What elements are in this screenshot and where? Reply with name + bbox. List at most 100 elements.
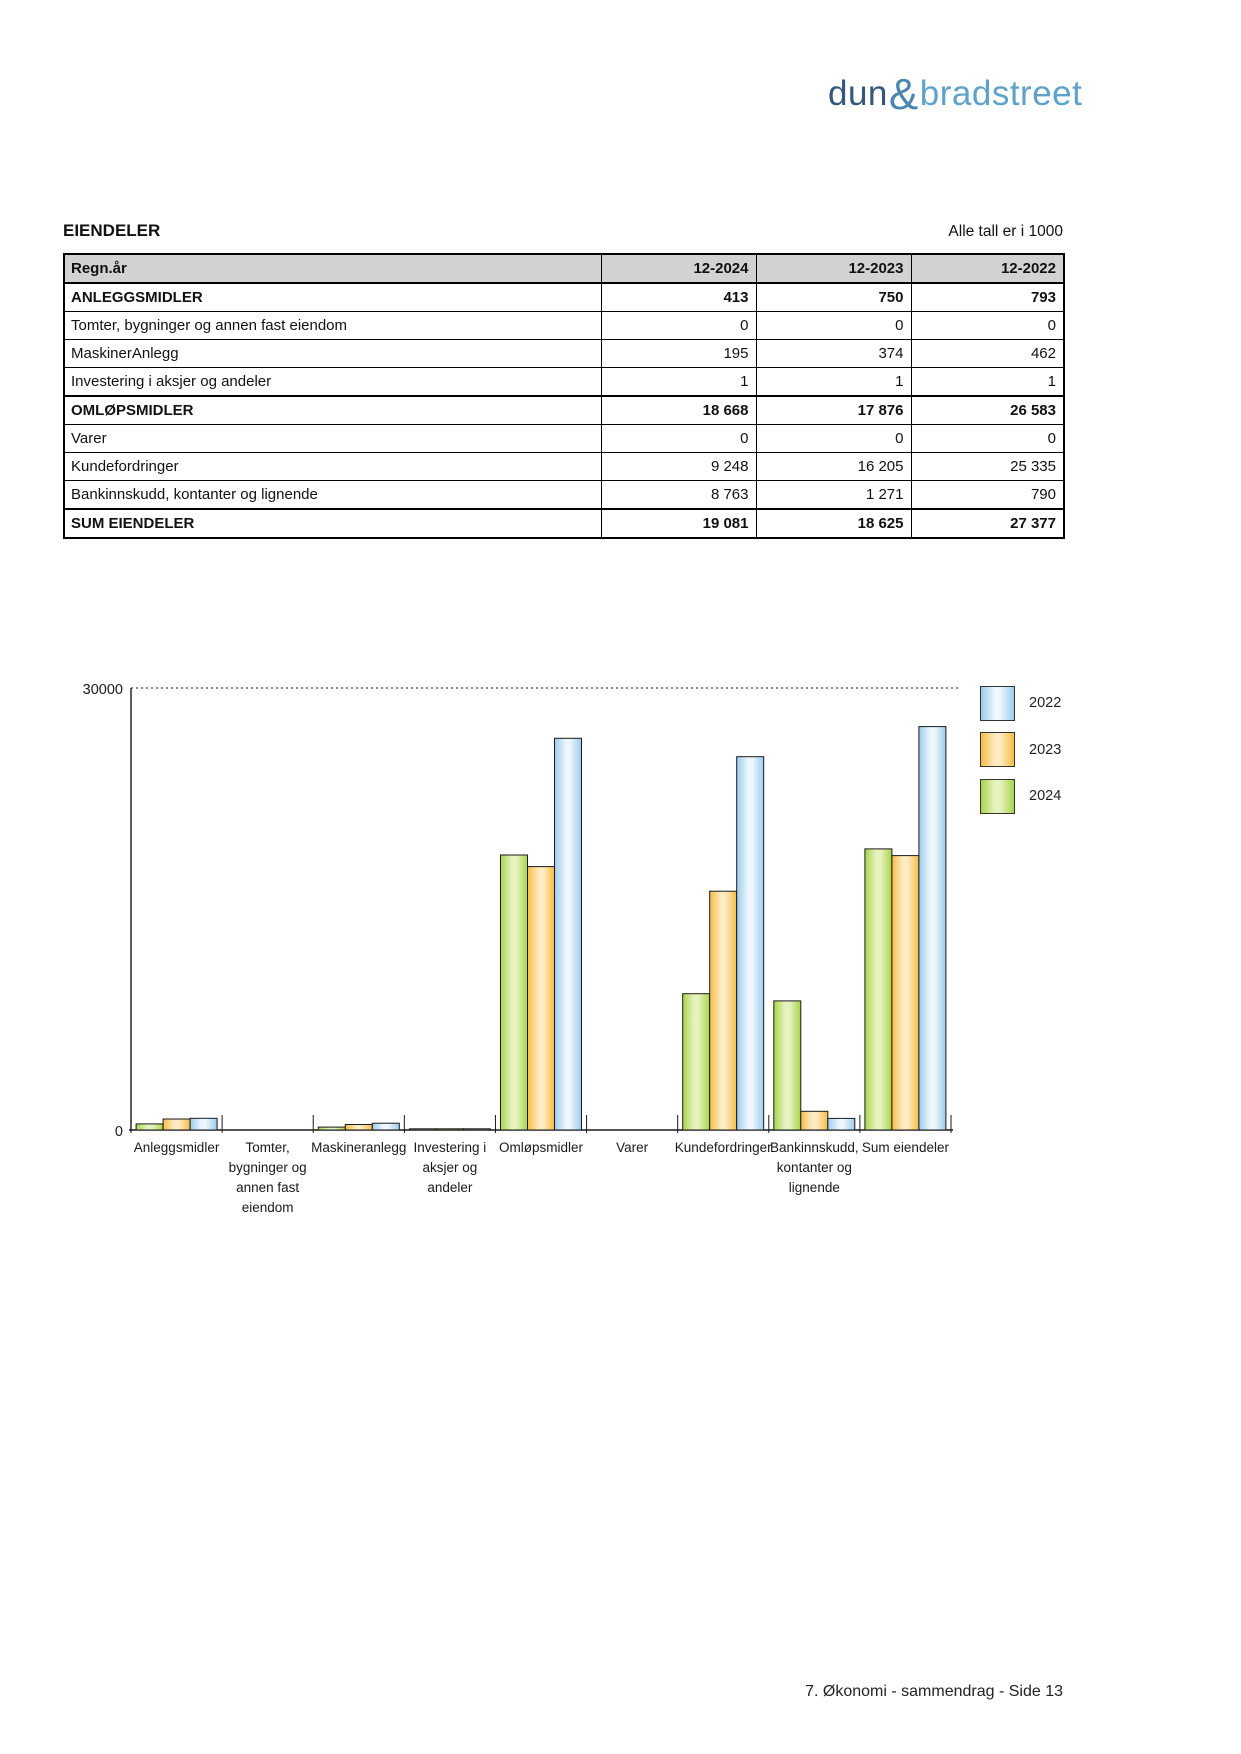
units-note: Alle tall er i 1000 bbox=[948, 223, 1063, 240]
row-value: 195 bbox=[600, 339, 757, 368]
x-category-label: Anleggsmidler bbox=[134, 1140, 220, 1155]
row-value: 0 bbox=[600, 424, 757, 453]
section-title: EIENDELER bbox=[63, 221, 161, 240]
legend-label-2024: 2024 bbox=[1029, 788, 1062, 804]
row-value: 18 625 bbox=[755, 508, 912, 539]
table-row: OMLØPSMIDLER 18 668 17 876 26 583 bbox=[63, 395, 1065, 425]
header-cell-year: 12-2024 bbox=[600, 253, 757, 284]
row-value: 1 bbox=[600, 367, 757, 397]
row-label: OMLØPSMIDLER bbox=[63, 395, 602, 425]
row-value: 9 248 bbox=[600, 452, 757, 481]
row-value: 413 bbox=[600, 282, 757, 312]
bar-2024-Kundefordringer bbox=[682, 993, 711, 1131]
row-value: 750 bbox=[755, 282, 912, 312]
assets-table-body: Regn.år 12-2024 12-2023 12-2022 ANLEGGSMIDLE… bbox=[63, 253, 1065, 539]
row-value: 0 bbox=[910, 311, 1065, 340]
table-row: MaskinerAnlegg 195 374 462 bbox=[63, 339, 1065, 368]
row-value: 19 081 bbox=[600, 508, 757, 539]
row-label: Tomter, bygninger og annen fast eiendom bbox=[63, 311, 602, 340]
row-value: 0 bbox=[755, 424, 912, 453]
bar-2023-Anleggsmidler bbox=[162, 1118, 191, 1131]
ampersand-icon: & bbox=[888, 70, 919, 119]
x-category-label: Omløpsmidler bbox=[499, 1140, 584, 1155]
legend-item-2022: 2022 bbox=[980, 685, 1062, 721]
bar-2022-Omløpsmidler bbox=[554, 737, 582, 1131]
table-row: Varer 0 0 0 bbox=[63, 424, 1065, 453]
bar-2023-Investering i aksjer og andeler bbox=[435, 1128, 464, 1131]
legend-label-2023: 2023 bbox=[1029, 741, 1062, 758]
header-cell-year: 12-2023 bbox=[755, 253, 912, 284]
row-value: 18 668 bbox=[600, 395, 757, 425]
bar-2023-Kundefordringer bbox=[709, 890, 738, 1131]
assets-chart: 30000 0 Anleggsmidler Tomter, bygninger og an… bbox=[83, 682, 958, 1215]
x-category-label: Kundefordringer bbox=[675, 1140, 772, 1155]
row-value: 0 bbox=[910, 424, 1065, 453]
table-row: Tomter, bygninger og annen fast eiendom 0… bbox=[63, 311, 1065, 340]
assets-table: Regn.år 12-2024 12-2023 12-2022 ANLEGGSMIDLE… bbox=[63, 253, 1065, 539]
x-category-label: Maskineranlegg bbox=[311, 1140, 406, 1155]
bar-2023-Omløpsmidler bbox=[527, 866, 555, 1131]
row-value: 27 377 bbox=[910, 508, 1065, 539]
bar-2023-Bankinnskudd, kontanter og lignende bbox=[800, 1110, 829, 1131]
bar-2024-Investering i aksjer og andeler bbox=[408, 1128, 437, 1131]
x-category-label: Tomter, bygninger og annen fast eiendom bbox=[229, 1140, 307, 1215]
row-value: 0 bbox=[755, 311, 912, 340]
table-row: Investering i aksjer og andeler 1 1 1 bbox=[63, 367, 1065, 397]
bar-2024-Anleggsmidler bbox=[135, 1123, 164, 1131]
bar-2024-Bankinnskudd, kontanter og lignende bbox=[773, 1000, 802, 1131]
row-value: 1 bbox=[755, 367, 912, 397]
row-value: 16 205 bbox=[755, 452, 912, 481]
y-tick-label-30000: 30000 bbox=[83, 682, 123, 698]
row-value: 1 271 bbox=[755, 480, 912, 510]
legend-item-2024: 2024 bbox=[980, 778, 1062, 814]
bar-2022-Investering i aksjer og andeler bbox=[462, 1128, 491, 1131]
row-value: 1 bbox=[910, 367, 1065, 397]
bar-2022-Kundefordringer bbox=[736, 756, 765, 1131]
row-label: Investering i aksjer og andeler bbox=[63, 367, 602, 397]
bar-2024-Maskineranlegg bbox=[317, 1126, 346, 1131]
row-value: 462 bbox=[910, 339, 1065, 368]
page-footer: 7. Økonomi - sammendrag - Side 13 bbox=[805, 1683, 1063, 1700]
row-value: 793 bbox=[910, 282, 1065, 312]
header-cell-year: 12-2022 bbox=[910, 253, 1065, 284]
bar-2024-Sum eiendeler bbox=[864, 848, 893, 1131]
row-label: Bankinnskudd, kontanter og lignende bbox=[63, 480, 602, 510]
bar-2023-Sum eiendeler bbox=[891, 855, 920, 1131]
bar-2022-Sum eiendeler bbox=[918, 726, 947, 1131]
y-tick-label-0: 0 bbox=[115, 1124, 123, 1140]
bar-2023-Maskineranlegg bbox=[344, 1124, 373, 1131]
table-header-row: Regn.år 12-2024 12-2023 12-2022 bbox=[63, 253, 1065, 284]
legend-swatch-2022 bbox=[980, 685, 1015, 721]
bar-2024-Omløpsmidler bbox=[500, 854, 528, 1131]
row-label: Kundefordringer bbox=[63, 452, 602, 481]
legend-label-2022: 2022 bbox=[1029, 695, 1062, 711]
row-value: 26 583 bbox=[910, 395, 1065, 425]
header-cell-label: Regn.år bbox=[63, 253, 602, 284]
row-label: ANLEGGSMIDLER bbox=[63, 282, 602, 312]
bar-2022-Anleggsmidler bbox=[189, 1117, 218, 1131]
row-value: 8 763 bbox=[600, 480, 757, 510]
row-value: 0 bbox=[600, 311, 757, 340]
table-row: Kundefordringer 9 248 16 205 25 335 bbox=[63, 452, 1065, 481]
logo-dun-text: dun bbox=[828, 74, 888, 113]
row-label: Varer bbox=[63, 424, 602, 453]
row-value: 790 bbox=[910, 480, 1065, 510]
legend-item-2023: 2023 bbox=[980, 732, 1062, 767]
row-value: 25 335 bbox=[910, 452, 1065, 481]
legend-swatch-2024 bbox=[980, 778, 1015, 814]
x-category-label: Investering i aksjer og andeler bbox=[413, 1140, 486, 1195]
table-row: SUM EIENDELER 19 081 18 625 27 377 bbox=[63, 508, 1065, 539]
legend-swatch-2023 bbox=[980, 732, 1015, 767]
x-category-label: Varer bbox=[616, 1140, 649, 1155]
table-row: ANLEGGSMIDLER 413 750 793 bbox=[63, 282, 1065, 312]
row-label: SUM EIENDELER bbox=[63, 508, 602, 539]
x-category-label: Bankinnskudd, kontanter og lignende bbox=[770, 1140, 859, 1195]
bar-2022-Maskineranlegg bbox=[371, 1122, 400, 1131]
x-category-label: Sum eiendeler bbox=[862, 1140, 950, 1155]
table-row: Bankinnskudd, kontanter og lignende 8 763… bbox=[63, 480, 1065, 510]
chart-legend: 2022 2023 2024 bbox=[980, 685, 1062, 826]
row-value: 17 876 bbox=[755, 395, 912, 425]
row-label: MaskinerAnlegg bbox=[63, 339, 602, 368]
logo-bradstreet-text: bradstreet bbox=[919, 74, 1083, 113]
